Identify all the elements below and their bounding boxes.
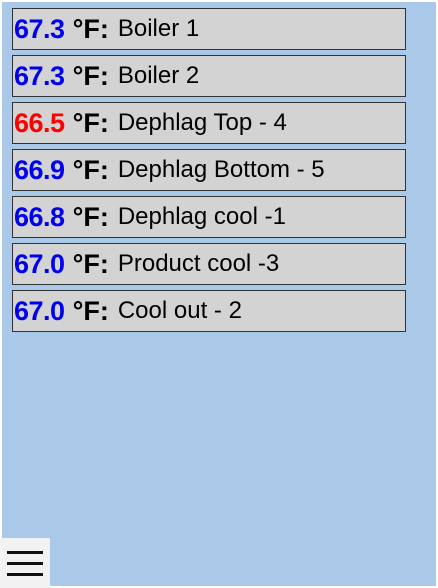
sensor-list: 67.3 °F: Boiler 1 67.3 °F: Boiler 2 66.5… (12, 8, 406, 337)
sensor-row-dephlag-cool: 66.8 °F: Dephlag cool -1 (12, 196, 406, 238)
sensor-name: Boiler 2 (117, 62, 200, 89)
temperature-unit: °F: (72, 295, 109, 326)
temperature-unit: °F: (72, 60, 109, 91)
sensor-row-boiler-2: 67.3 °F: Boiler 2 (12, 55, 406, 97)
hamburger-menu-icon[interactable] (0, 538, 50, 588)
temperature-value: 67.0 (14, 295, 65, 326)
temperature-unit: °F: (72, 201, 109, 232)
sensor-name: Boiler 1 (117, 15, 200, 42)
temperature-value: 66.5 (14, 107, 65, 138)
temperature-value: 67.0 (14, 248, 65, 279)
sensor-row-cool-out: 67.0 °F: Cool out - 2 (12, 290, 406, 332)
menu-bar (7, 561, 43, 565)
sensor-name: Dephlag cool -1 (117, 203, 286, 230)
sensor-name: Product cool -3 (117, 250, 280, 277)
sensor-row-dephlag-bottom: 66.9 °F: Dephlag Bottom - 5 (12, 149, 406, 191)
temperature-unit: °F: (72, 154, 109, 185)
temperature-unit: °F: (72, 13, 109, 44)
menu-bar (7, 572, 43, 576)
temperature-value: 67.3 (14, 13, 65, 44)
temperature-unit: °F: (72, 107, 109, 138)
sensor-name: Cool out - 2 (117, 297, 242, 324)
temperature-value: 66.8 (14, 201, 65, 232)
sensor-name: Dephlag Bottom - 5 (117, 156, 325, 183)
sensor-name: Dephlag Top - 4 (117, 109, 287, 136)
sensor-row-dephlag-top: 66.5 °F: Dephlag Top - 4 (12, 102, 406, 144)
temperature-unit: °F: (72, 248, 109, 279)
temperature-value: 66.9 (14, 154, 65, 185)
temperature-value: 67.3 (14, 60, 65, 91)
sensor-row-boiler-1: 67.3 °F: Boiler 1 (12, 8, 406, 50)
sensor-row-product-cool: 67.0 °F: Product cool -3 (12, 243, 406, 285)
menu-bar (7, 550, 43, 554)
